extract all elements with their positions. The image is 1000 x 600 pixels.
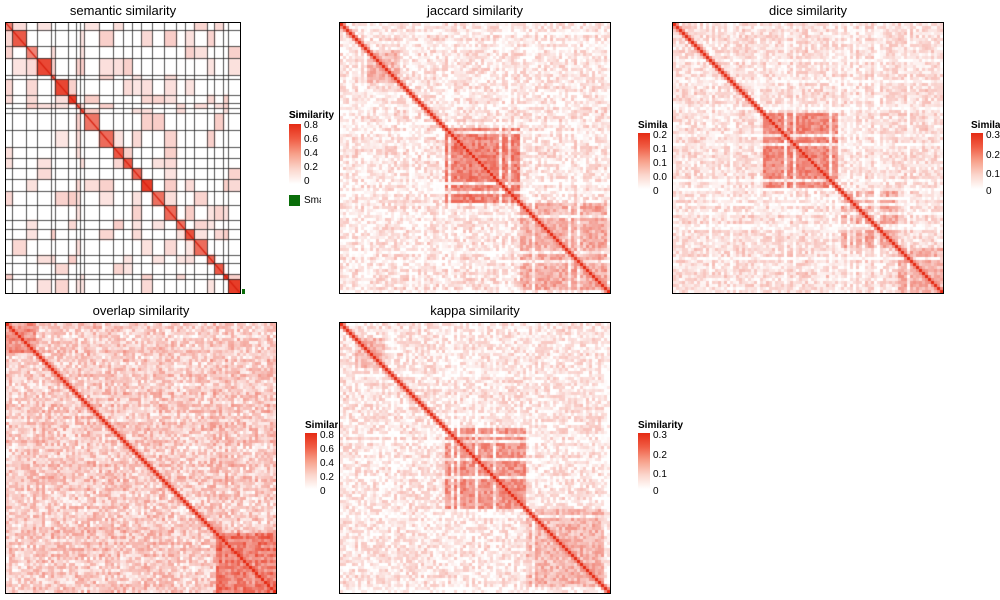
semantic-heatmap — [5, 22, 241, 294]
legend-title: Similarity — [305, 420, 338, 431]
semantic-legend-text: Similarity 0.8 0.6 0.4 0.2 0 Small — [289, 110, 334, 210]
legend-tick: 0.4 — [320, 458, 334, 469]
jaccard-title: jaccard similarity — [426, 3, 524, 18]
legend-tick: 0 — [986, 186, 992, 197]
legend-tick: 0 — [653, 186, 659, 197]
legend-title: Similarity — [638, 120, 668, 131]
legend-tick: 0.6 — [320, 444, 334, 455]
legend-title: Similarity — [289, 110, 335, 121]
legend-tick: 0.1 — [653, 144, 667, 155]
legend-title: Similarity — [638, 420, 684, 431]
legend-tick: 0.2 — [653, 450, 667, 461]
legend-tick: 0.2 — [986, 150, 1000, 161]
legend-colorbar — [971, 133, 983, 189]
legend-tick: 0.3 — [986, 130, 1000, 141]
legend-tick: 0.0 — [653, 172, 667, 183]
legend-tick: 0 — [320, 486, 326, 497]
overlap-legend: Similarity 0.8 0.6 0.4 0.2 0 — [305, 420, 338, 500]
legend-tick: 0.2 — [320, 472, 334, 483]
dice-heatmap — [672, 22, 944, 294]
legend-tick: 0 — [304, 176, 310, 187]
overlap-title: overlap similarity — [92, 303, 190, 318]
legend-tick: 0.6 — [304, 134, 318, 145]
legend-colorbar — [638, 433, 650, 489]
kappa-legend: Similarity 0.3 0.2 0.1 0 — [638, 420, 698, 500]
dice-legend: Similarity 0.3 0.2 0.1 0 — [971, 120, 1000, 200]
kappa-heatmap — [339, 322, 611, 594]
legend-colorbar — [638, 133, 650, 189]
legend-colorbar — [305, 433, 317, 489]
legend-tick: 0.2 — [304, 162, 318, 173]
small-legend-key — [289, 195, 300, 206]
legend-tick: 0 — [653, 486, 659, 497]
legend-title: Similarity — [971, 120, 1000, 131]
jaccard-legend: Similarity 0.2 0.1 0.1 0.0 0 — [638, 120, 668, 200]
jaccard-heatmap — [339, 22, 611, 294]
legend-tick: 0.4 — [304, 148, 318, 159]
legend-tick: 0.1 — [986, 169, 1000, 180]
small-legend-label: Small — [304, 195, 321, 206]
dice-title: dice similarity — [768, 3, 847, 18]
small-group-marker — [242, 289, 245, 294]
semantic-title: semantic similarity — [69, 3, 177, 18]
kappa-title: kappa similarity — [430, 303, 520, 318]
legend-tick: 0.3 — [653, 430, 667, 441]
legend-colorbar — [289, 124, 301, 184]
legend-tick: 0.8 — [304, 120, 318, 131]
legend-tick: 0.2 — [653, 130, 667, 141]
legend-tick: 0.8 — [320, 430, 334, 441]
overlap-heatmap — [5, 322, 277, 594]
legend-tick: 0.1 — [653, 469, 667, 480]
legend-tick: 0.1 — [653, 158, 667, 169]
legend-title: Similarity — [289, 110, 305, 121]
